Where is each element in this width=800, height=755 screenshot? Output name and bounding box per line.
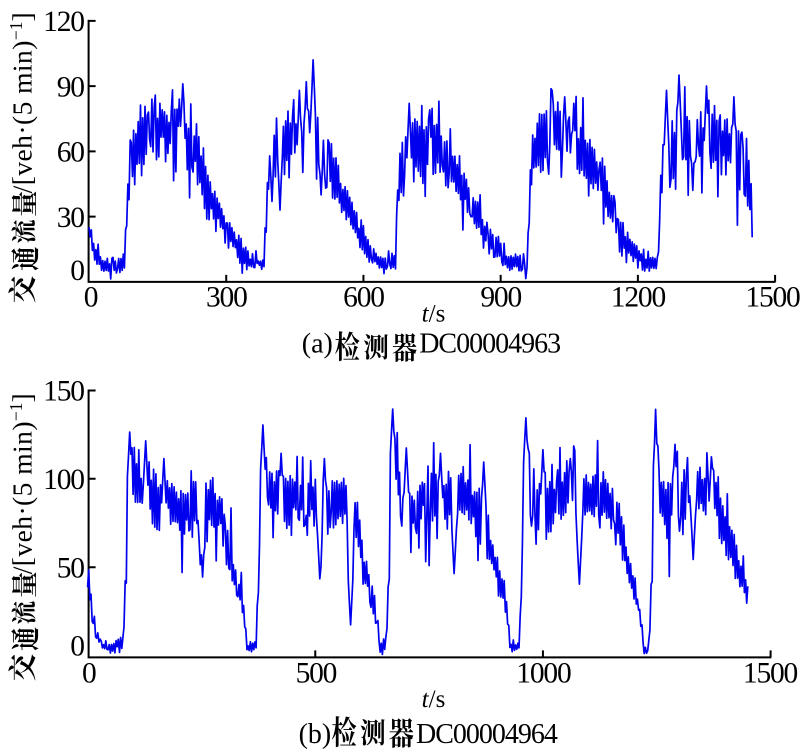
svg-text:90: 90 — [57, 71, 85, 103]
svg-text:0: 0 — [70, 630, 84, 662]
svg-text:(b): (b) — [299, 719, 332, 750]
svg-text:1500: 1500 — [745, 282, 800, 314]
svg-text:t/s: t/s — [422, 300, 446, 327]
svg-text:900: 900 — [480, 282, 521, 314]
svg-text:t/s: t/s — [422, 686, 446, 713]
svg-text:1000: 1000 — [516, 658, 571, 690]
svg-text:500: 500 — [296, 658, 337, 690]
svg-text:/[veh·(5 min)−1]: /[veh·(5 min)−1] — [6, 12, 38, 193]
svg-text:/[veh·(5 min)−1]: /[veh·(5 min)−1] — [6, 393, 38, 574]
svg-text:0: 0 — [84, 282, 98, 314]
svg-text:60: 60 — [57, 137, 85, 169]
svg-text:120: 120 — [43, 6, 84, 38]
svg-text:DC00004963: DC00004963 — [419, 329, 560, 360]
svg-text:0: 0 — [70, 255, 84, 287]
svg-text:0: 0 — [82, 658, 96, 690]
svg-text:50: 50 — [57, 552, 85, 584]
svg-text:150: 150 — [43, 376, 84, 408]
svg-text:600: 600 — [343, 282, 384, 314]
svg-text:30: 30 — [57, 202, 85, 234]
svg-text:300: 300 — [206, 282, 247, 314]
svg-text:1200: 1200 — [611, 282, 666, 314]
svg-text:(a): (a) — [302, 329, 333, 360]
svg-text:DC00004964: DC00004964 — [416, 719, 558, 750]
svg-text:100: 100 — [43, 464, 84, 496]
svg-text:1500: 1500 — [743, 658, 798, 690]
